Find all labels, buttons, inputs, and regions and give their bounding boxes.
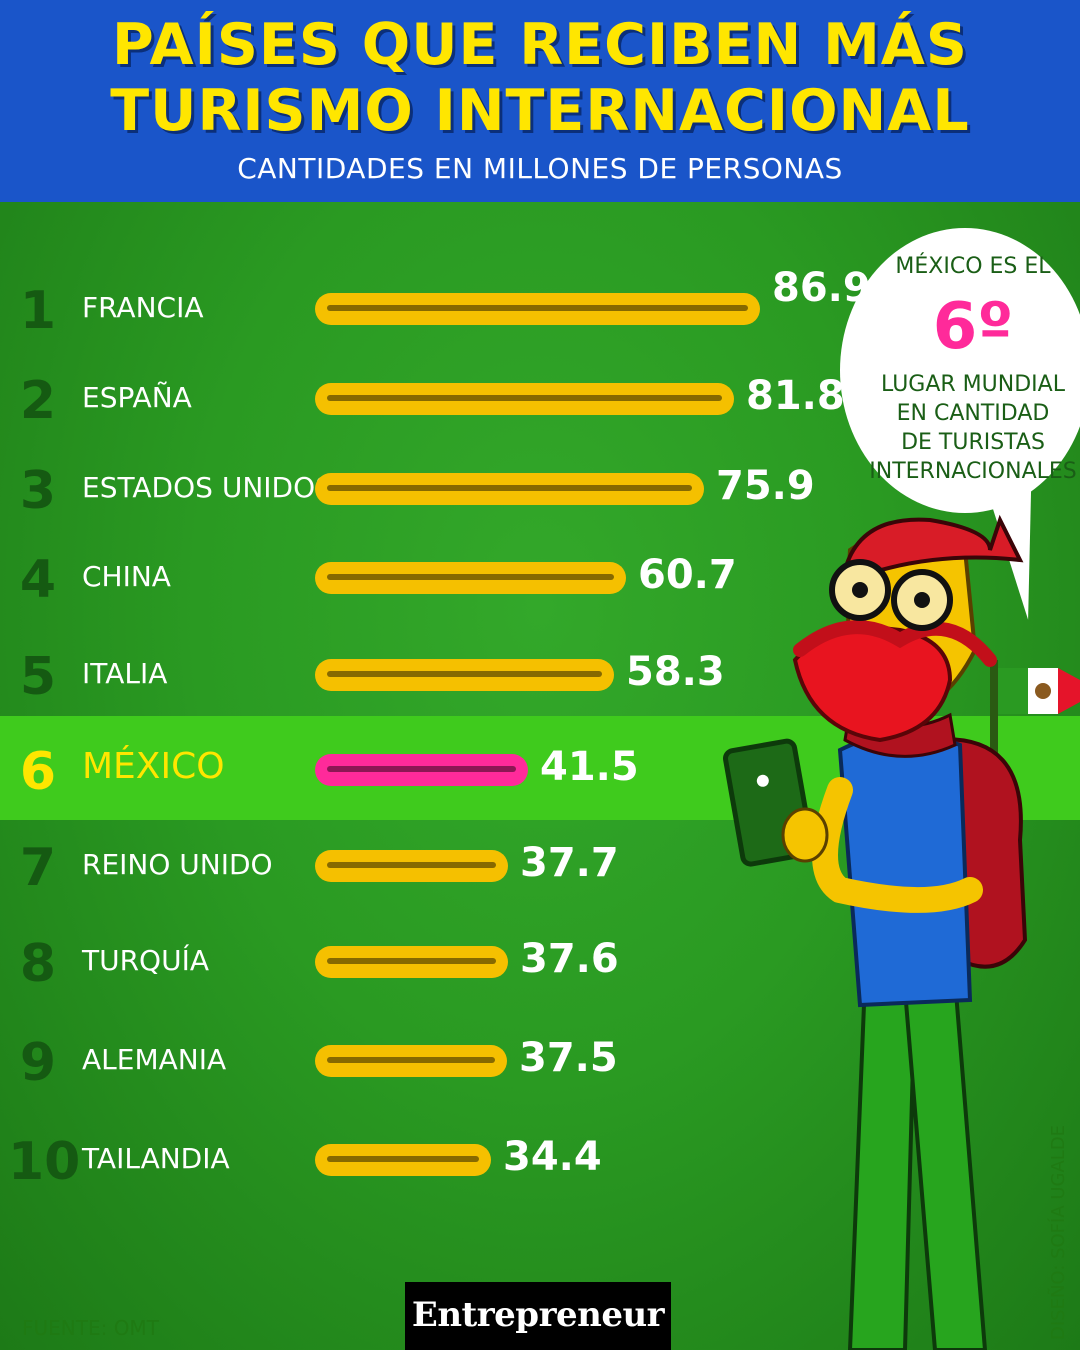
value-bar — [315, 473, 704, 505]
rank-number: 5 — [19, 647, 57, 707]
value-label: 37.7 — [520, 840, 619, 886]
rank-number: 3 — [19, 461, 57, 521]
rank-number: 1 — [19, 281, 57, 341]
hand — [781, 807, 829, 863]
country-label: FRANCIA — [82, 291, 204, 324]
moustache — [793, 620, 997, 667]
value-label: 37.6 — [520, 936, 619, 982]
glasses-icon — [829, 559, 953, 631]
country-label: CHINA — [82, 560, 171, 593]
header-banner: PAÍSES QUE RECIBEN MÁS TURISMO INTERNACI… — [0, 0, 1080, 202]
shirt — [837, 731, 973, 1008]
rank-number: 6 — [19, 742, 57, 802]
value-bar — [315, 659, 614, 691]
country-label: ESTADOS UNIDOS — [82, 471, 333, 504]
country-label: TAILANDIA — [82, 1142, 230, 1175]
title-line-2: TURISMO INTERNACIONAL — [110, 78, 970, 144]
callout-line-3: EN CANTIDAD — [896, 401, 1050, 426]
value-bar — [315, 1045, 507, 1077]
hat — [842, 514, 1024, 583]
rank-number: 2 — [19, 371, 57, 431]
value-bar — [315, 850, 508, 882]
tourist-illustration — [723, 514, 1080, 1350]
country-label: TURQUÍA — [82, 944, 209, 977]
value-bar — [315, 754, 528, 786]
value-label: 34.4 — [503, 1134, 602, 1180]
rank-number: 9 — [19, 1033, 57, 1093]
rank-number: 10 — [8, 1132, 81, 1192]
rank-number: 4 — [19, 550, 57, 610]
rank-number: 8 — [19, 934, 57, 994]
callout-line-2: LUGAR MUNDIAL — [881, 372, 1065, 397]
value-bar — [315, 562, 626, 594]
callout-line-5: INTERNACIONALES — [869, 459, 1077, 484]
right-leg — [902, 977, 988, 1350]
callout-rank: 6º — [932, 290, 1014, 364]
title-line-1: PAÍSES QUE RECIBEN MÁS — [112, 12, 968, 78]
callout-line-4: DE TURISTAS — [901, 430, 1045, 455]
value-bar — [315, 1144, 491, 1176]
value-label: 81.8 — [746, 373, 845, 419]
callout-line-1: MÉXICO ES EL — [895, 254, 1051, 279]
value-bar — [315, 293, 760, 325]
value-label: 58.3 — [626, 649, 725, 695]
country-label: ESPAÑA — [82, 381, 192, 414]
design-credit: DISEÑO: SOFÍA UGALDE — [1048, 1124, 1069, 1340]
country-label: ALEMANIA — [82, 1043, 227, 1076]
value-bar — [315, 383, 734, 415]
country-label: ITALIA — [82, 657, 168, 690]
value-label: 60.7 — [638, 552, 737, 598]
country-label: MÉXICO — [82, 746, 225, 787]
value-bar — [315, 946, 508, 978]
entrepreneur-logo: Entrepreneur — [405, 1282, 671, 1350]
mexico-flag-icon — [998, 668, 1080, 714]
left-leg — [847, 977, 918, 1350]
value-label: 37.5 — [519, 1035, 618, 1081]
value-label: 41.5 — [540, 744, 639, 790]
value-label: 75.9 — [716, 463, 815, 509]
speech-bubble — [840, 228, 1080, 513]
source-note: FUENTE: OMT — [22, 1316, 159, 1340]
rank-number: 7 — [19, 838, 57, 898]
country-label: REINO UNIDO — [82, 848, 273, 881]
chart-subtitle: CANTIDADES EN MILLONES DE PERSONAS — [237, 152, 843, 185]
chart-title: PAÍSES QUE RECIBEN MÁS TURISMO INTERNACI… — [0, 12, 1080, 144]
